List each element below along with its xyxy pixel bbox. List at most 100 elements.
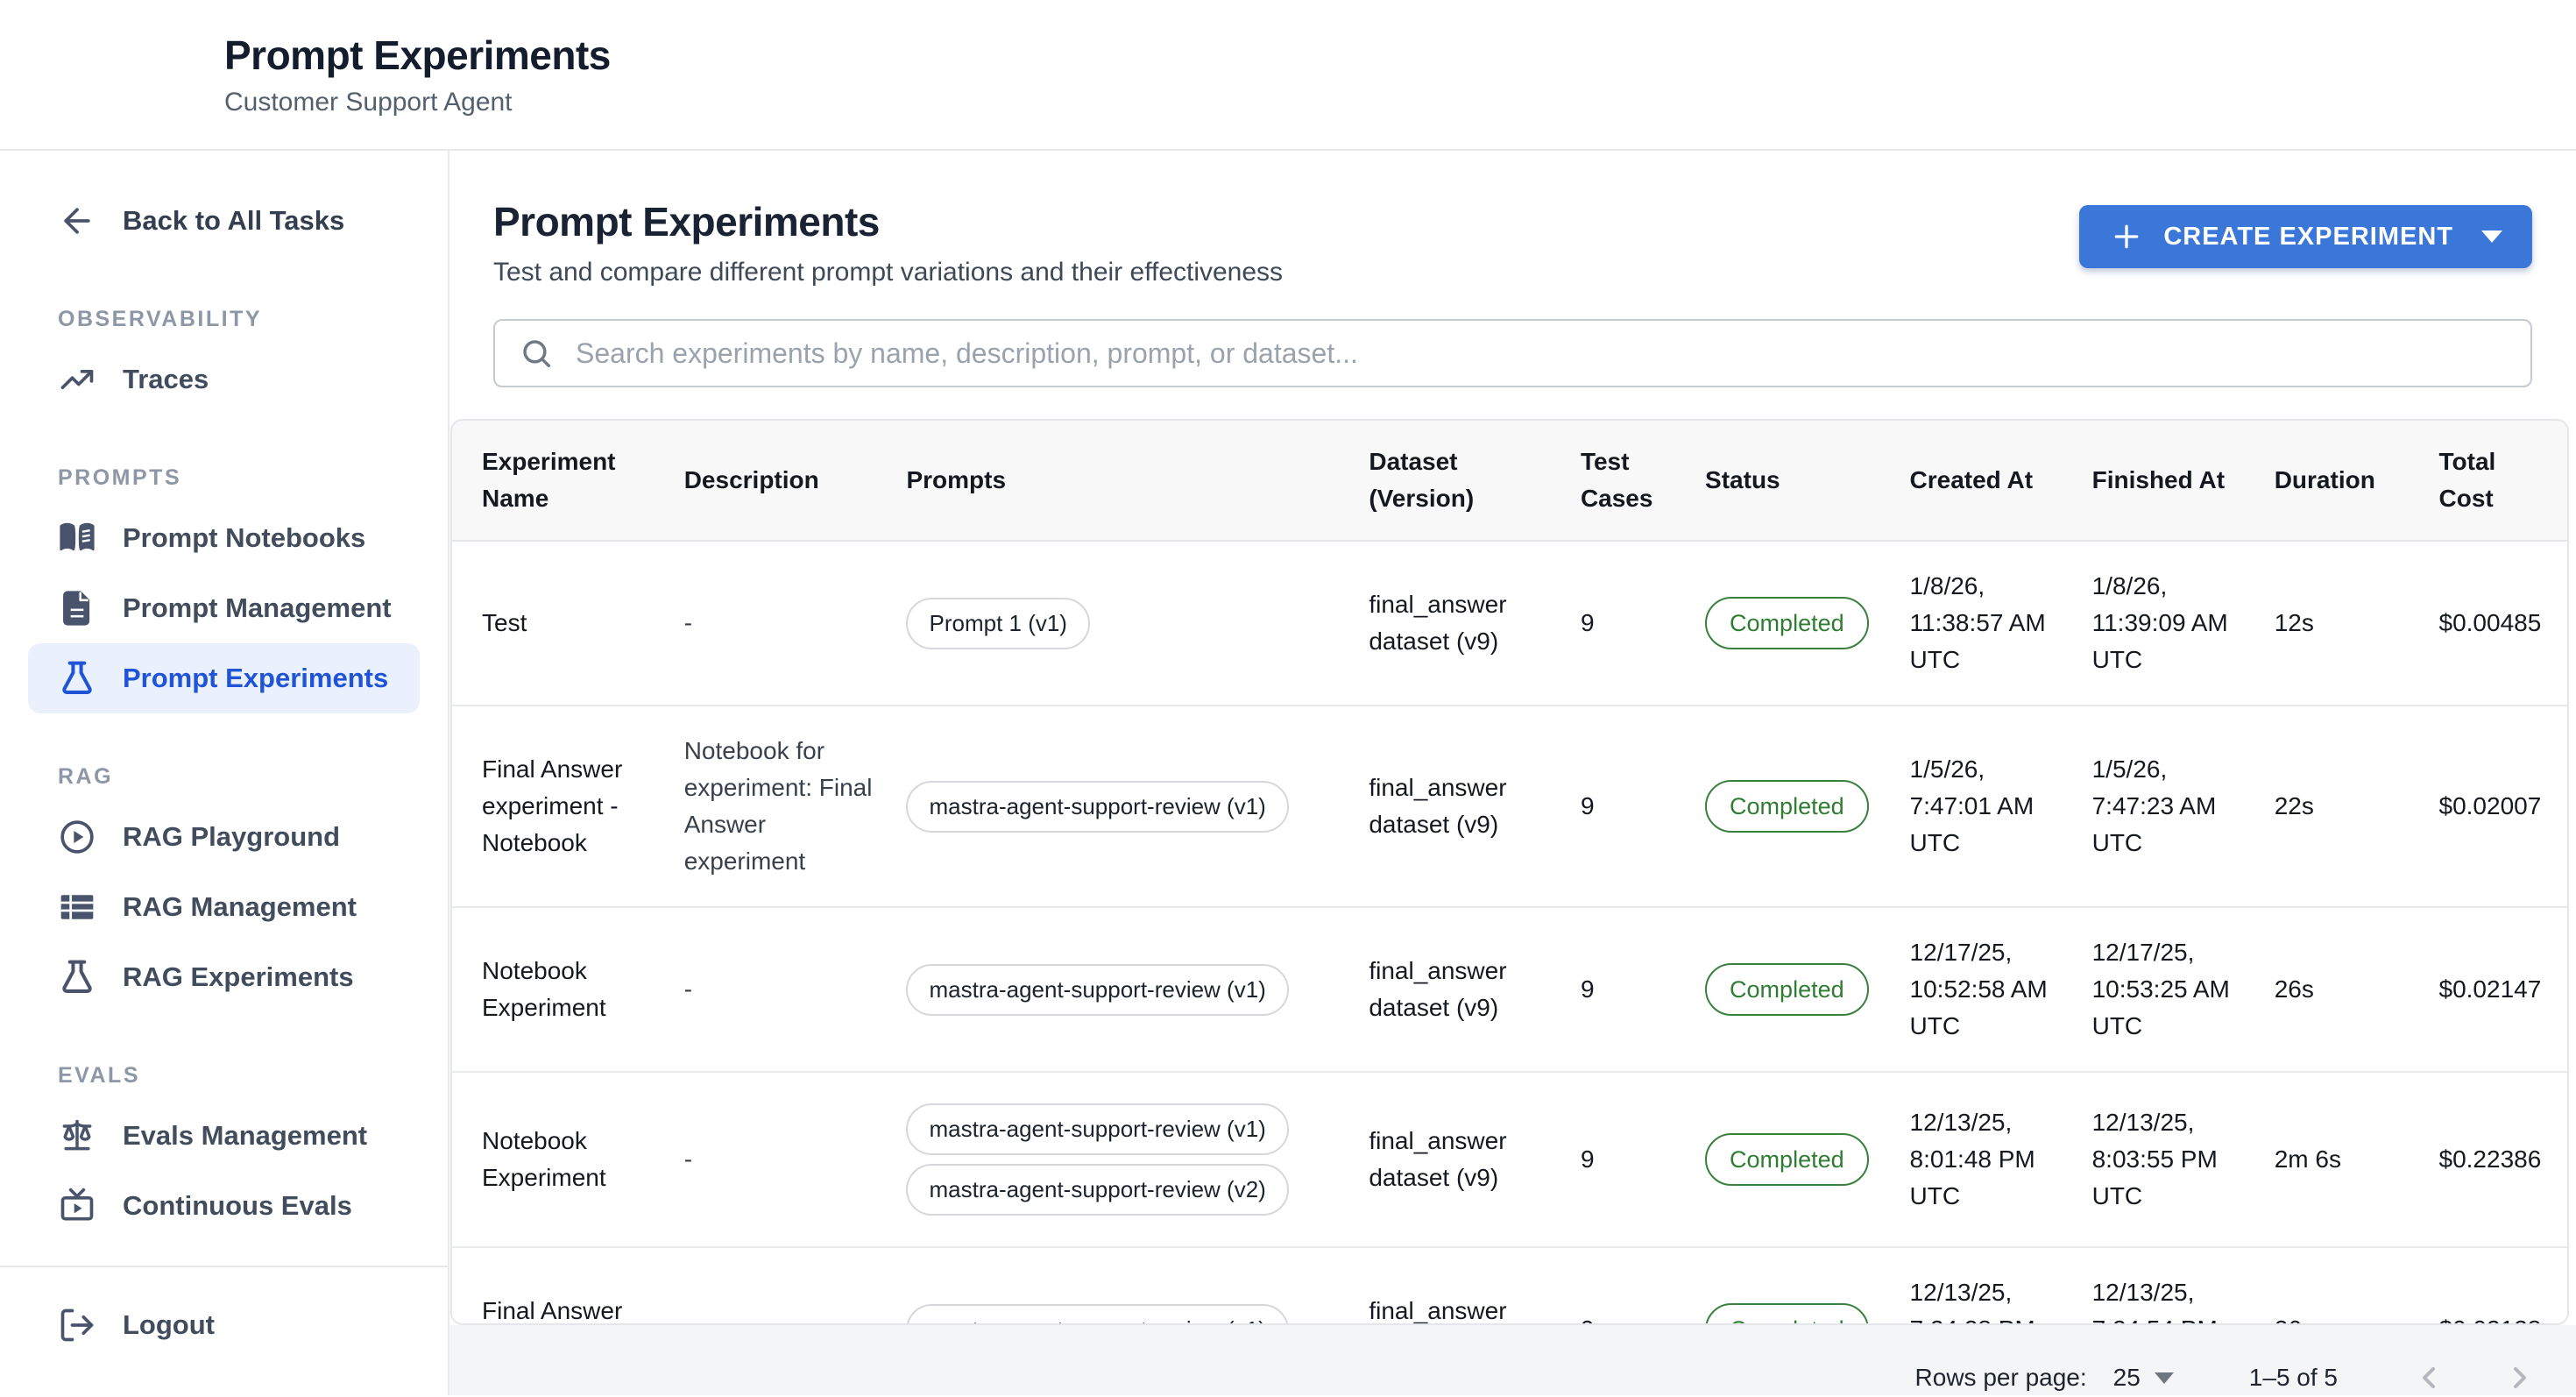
prompt-chip: mastra-agent-support-review (v1)	[906, 1103, 1288, 1155]
cell-experiment-name: Test	[452, 541, 670, 706]
experiments-table: Experiment Name Description Prompts Data…	[452, 421, 2567, 1325]
prompt-chip: mastra-agent-support-review (v1)	[906, 964, 1288, 1016]
column-header-finished-at: Finished At	[2078, 421, 2261, 541]
sidebar-item-rag-playground[interactable]: RAG Playground	[28, 802, 420, 872]
section-label-evals: EVALS	[0, 1063, 448, 1089]
app-header: Prompt Experiments Customer Support Agen…	[0, 0, 2576, 151]
scales-icon	[58, 1117, 96, 1155]
play-circle-icon	[58, 818, 96, 856]
cell-total-cost: $0.02007	[2425, 706, 2568, 907]
cell-status: Completed	[1691, 1247, 1895, 1325]
cell-description: -	[670, 1072, 893, 1247]
cell-dataset: final_answer dataset (v9)	[1355, 907, 1567, 1072]
plus-icon	[2109, 219, 2144, 254]
pagination: Rows per page: 25 1–5 of 5	[449, 1360, 2537, 1395]
create-experiment-button[interactable]: CREATE EXPERIMENT	[2079, 205, 2532, 268]
cell-test-cases: 9	[1567, 1247, 1691, 1325]
sidebar-item-continuous-evals[interactable]: Continuous Evals	[28, 1171, 420, 1241]
column-header-status: Status	[1691, 421, 1895, 541]
column-header-description: Description	[670, 421, 893, 541]
table-footer: Rows per page: 25 1–5 of 5	[449, 1325, 2576, 1395]
cell-description: -	[670, 541, 893, 706]
app-subtitle: Customer Support Agent	[224, 88, 2576, 117]
table-row[interactable]: Final Answer experiment - mastra-agent-s…	[452, 1247, 2567, 1325]
cell-duration: 22s	[2261, 706, 2425, 907]
table-row[interactable]: Test - Prompt 1 (v1) final_answer datase…	[452, 541, 2567, 706]
back-label: Back to All Tasks	[123, 205, 344, 237]
sidebar-item-label: Evals Management	[123, 1120, 367, 1152]
cell-created-at: 1/5/26, 7:47:01 AM UTC	[1896, 706, 2078, 907]
cell-prompts: mastra-agent-support-review (v1) mastra-…	[892, 1072, 1355, 1247]
prompt-chip: mastra-agent-support-review (v1)	[906, 781, 1288, 833]
cell-experiment-name: Notebook Experiment	[452, 907, 670, 1072]
cell-experiment-name: Final Answer experiment	[452, 1247, 670, 1325]
table-row[interactable]: Final Answer experiment - Notebook Noteb…	[452, 706, 2567, 907]
rows-per-page-label: Rows per page:	[1915, 1364, 2087, 1392]
flask-icon	[58, 958, 96, 996]
sidebar-item-label: Prompt Experiments	[123, 663, 388, 694]
sidebar-item-label: Continuous Evals	[123, 1190, 352, 1222]
sidebar-item-prompt-management[interactable]: Prompt Management	[28, 573, 420, 643]
prompt-chip: Prompt 1 (v1)	[906, 598, 1090, 649]
cell-prompts: mastra-agent-support-review (v1)	[892, 1247, 1355, 1325]
status-badge: Completed	[1705, 1133, 1869, 1187]
cell-created-at: 12/13/25, 7:24:28 PM UTC	[1896, 1247, 2078, 1325]
status-badge: Completed	[1705, 1303, 1869, 1325]
cell-finished-at: 12/17/25, 10:53:25 AM UTC	[2078, 907, 2261, 1072]
create-experiment-label: CREATE EXPERIMENT	[2163, 223, 2453, 252]
cell-total-cost: $0.02128	[2425, 1247, 2568, 1325]
table-row[interactable]: Notebook Experiment - mastra-agent-suppo…	[452, 907, 2567, 1072]
logout-label: Logout	[123, 1309, 215, 1341]
sidebar-item-label: RAG Playground	[123, 821, 340, 853]
sidebar-item-label: RAG Experiments	[123, 961, 354, 993]
chevron-left-icon[interactable]	[2411, 1360, 2446, 1395]
sidebar-item-rag-experiments[interactable]: RAG Experiments	[28, 942, 420, 1012]
page-title: Prompt Experiments	[493, 198, 1283, 245]
back-to-all-tasks-button[interactable]: Back to All Tasks	[28, 186, 420, 256]
prompt-chip: mastra-agent-support-review (v1)	[906, 1304, 1288, 1326]
table-row[interactable]: Notebook Experiment - mastra-agent-suppo…	[452, 1072, 2567, 1247]
cell-description: -	[670, 1247, 893, 1325]
cell-experiment-name: Notebook Experiment	[452, 1072, 670, 1247]
search-input[interactable]	[493, 319, 2532, 387]
cell-total-cost: $0.22386	[2425, 1072, 2568, 1247]
column-header-experiment-name: Experiment Name	[452, 421, 670, 541]
cell-total-cost: $0.02147	[2425, 907, 2568, 1072]
cell-dataset: final_answer dataset (v9)	[1355, 706, 1567, 907]
sidebar-item-prompt-notebooks[interactable]: Prompt Notebooks	[28, 503, 420, 573]
cell-test-cases: 9	[1567, 1072, 1691, 1247]
rows-per-page-select[interactable]: 25	[2113, 1364, 2174, 1392]
status-badge: Completed	[1705, 597, 1869, 650]
sidebar-item-evals-management[interactable]: Evals Management	[28, 1101, 420, 1171]
column-header-duration: Duration	[2261, 421, 2425, 541]
pagination-range: 1–5 of 5	[2249, 1364, 2338, 1392]
sidebar: Back to All Tasks OBSERVABILITY Traces P…	[0, 151, 449, 1395]
chevron-down-icon	[2155, 1372, 2174, 1384]
cell-total-cost: $0.00485	[2425, 541, 2568, 706]
sidebar-divider	[0, 1266, 448, 1267]
status-badge: Completed	[1705, 963, 1869, 1017]
column-header-created-at: Created At	[1896, 421, 2078, 541]
sidebar-item-rag-management[interactable]: RAG Management	[28, 872, 420, 942]
sidebar-item-traces[interactable]: Traces	[28, 344, 420, 415]
cell-test-cases: 9	[1567, 706, 1691, 907]
prompt-chip: mastra-agent-support-review (v2)	[906, 1164, 1288, 1216]
cell-prompts: Prompt 1 (v1)	[892, 541, 1355, 706]
cell-finished-at: 12/13/25, 7:24:54 PM UTC	[2078, 1247, 2261, 1325]
logout-button[interactable]: Logout	[28, 1290, 420, 1360]
section-label-rag: RAG	[0, 764, 448, 790]
column-header-test-cases: Test Cases	[1567, 421, 1691, 541]
column-header-dataset: Dataset (Version)	[1355, 421, 1567, 541]
app-title: Prompt Experiments	[224, 32, 2576, 79]
sidebar-item-label: Traces	[123, 364, 209, 395]
cell-created-at: 12/17/25, 10:52:58 AM UTC	[1896, 907, 2078, 1072]
sidebar-item-prompt-experiments[interactable]: Prompt Experiments	[28, 643, 420, 713]
cell-prompts: mastra-agent-support-review (v1)	[892, 706, 1355, 907]
logout-icon	[58, 1306, 96, 1344]
cell-duration: 12s	[2261, 541, 2425, 706]
table-header-row: Experiment Name Description Prompts Data…	[452, 421, 2567, 541]
sidebar-item-label: RAG Management	[123, 891, 357, 923]
cell-test-cases: 9	[1567, 541, 1691, 706]
page-subtitle: Test and compare different prompt variat…	[493, 258, 1283, 287]
chevron-right-icon[interactable]	[2502, 1360, 2537, 1395]
